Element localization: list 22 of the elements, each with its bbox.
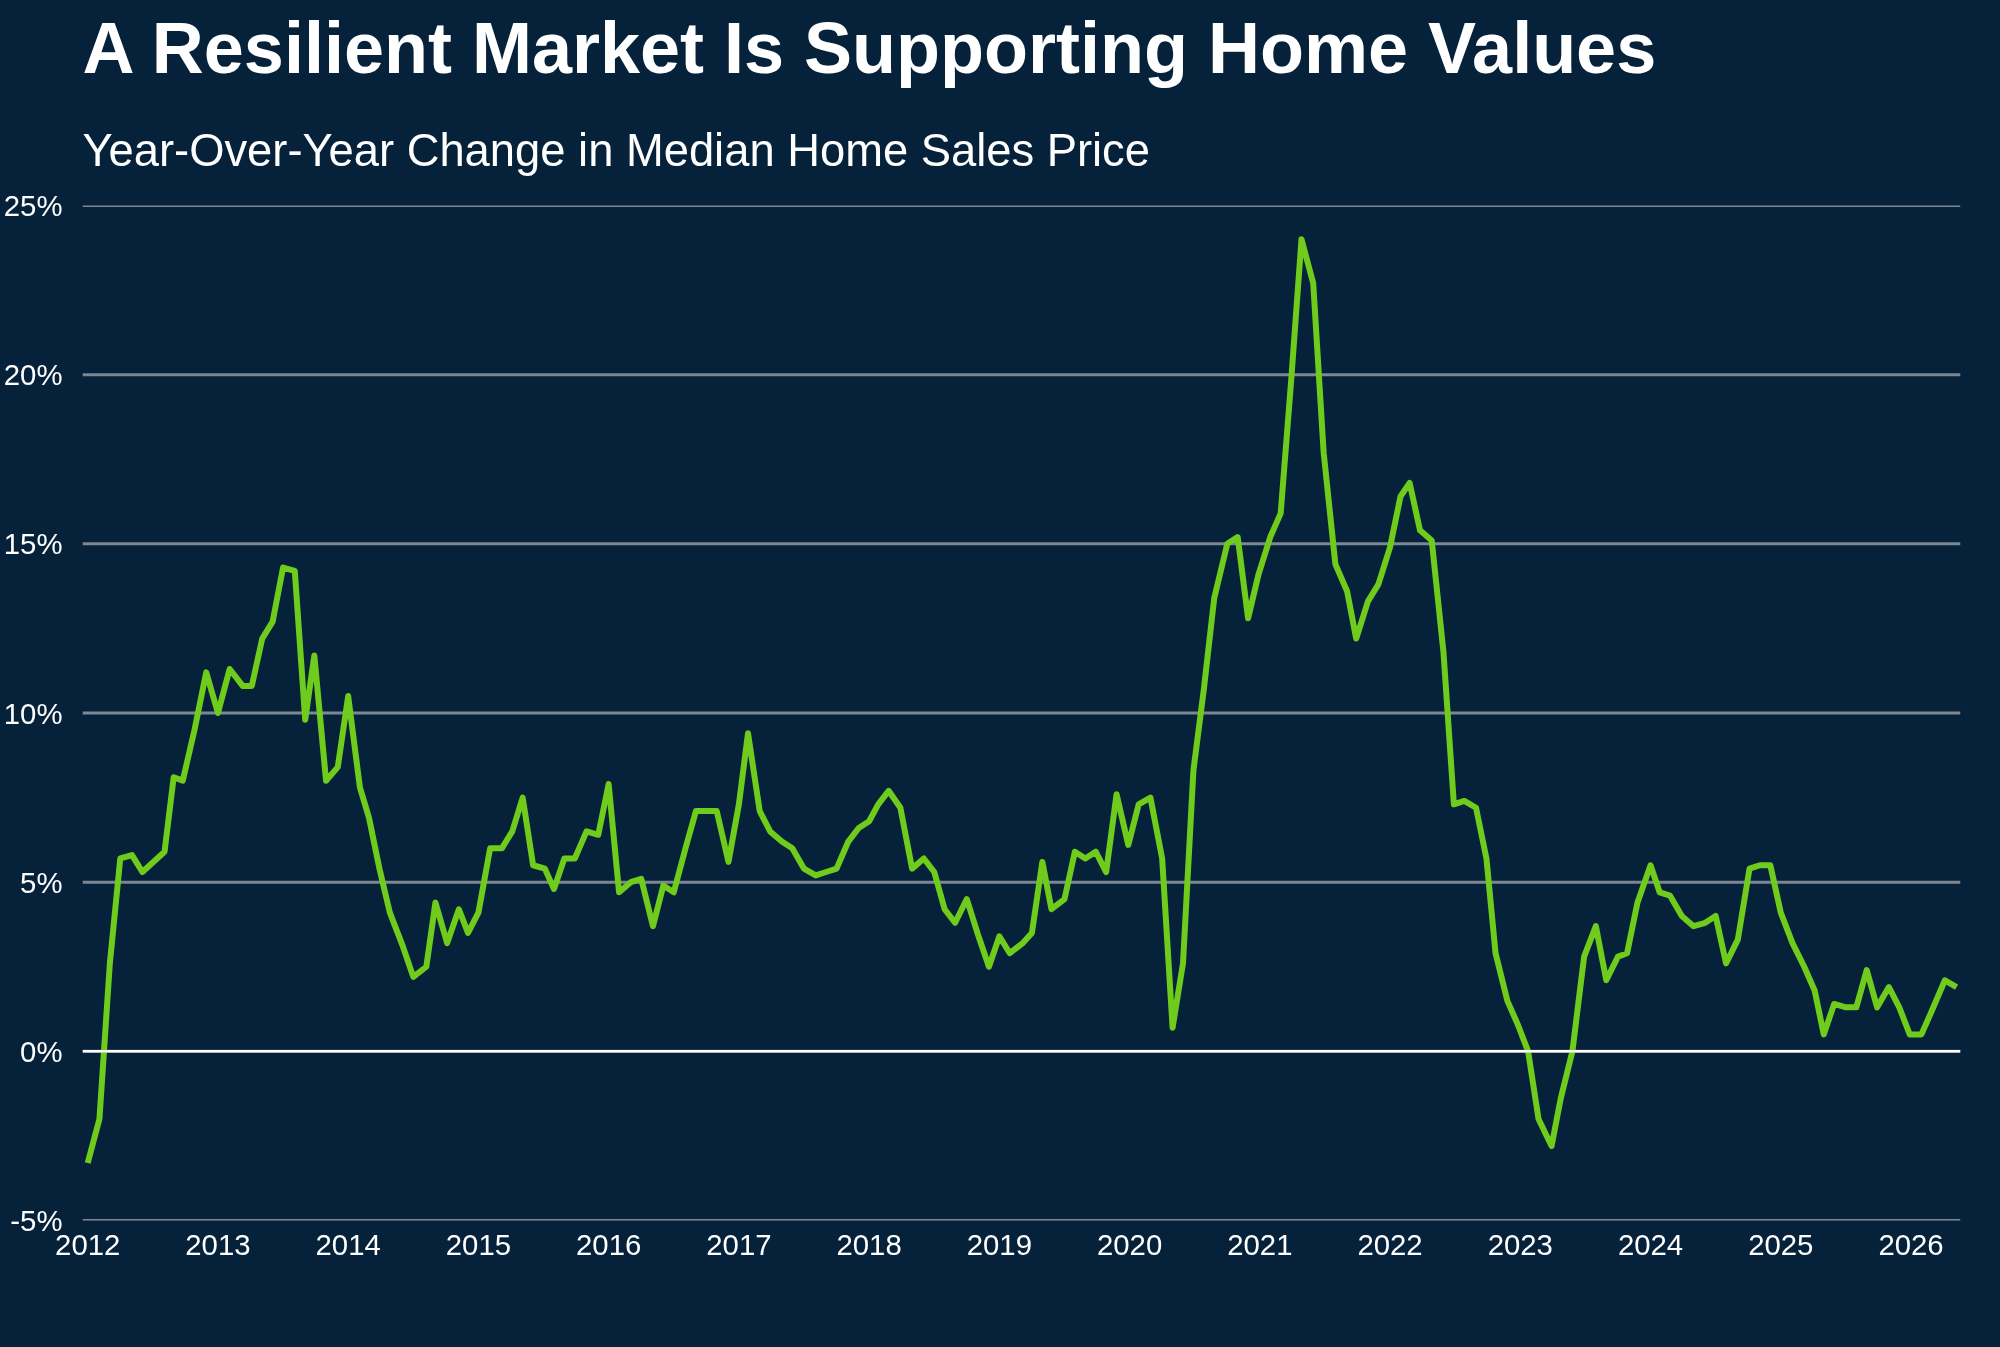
y-tick-label: 5% <box>20 865 63 899</box>
y-tick-label: 25% <box>3 189 63 222</box>
x-tick-label: 2018 <box>836 1227 902 1261</box>
x-tick-label: 2014 <box>315 1227 381 1261</box>
chart-title: A Resilient Market Is Supporting Home Values <box>82 7 1657 88</box>
x-tick-label: 2019 <box>966 1227 1032 1261</box>
x-tick-label: 2024 <box>1617 1227 1684 1261</box>
x-tick-label: 2016 <box>576 1227 642 1261</box>
y-tick-label: 20% <box>3 358 63 392</box>
chart-subtitle: Year-Over-Year Change in Median Home Sales Price <box>82 124 1150 176</box>
x-tick-label: 2025 <box>1748 1227 1814 1261</box>
x-tick-label: 2022 <box>1357 1227 1423 1261</box>
x-tick-label: 2020 <box>1096 1227 1163 1261</box>
x-tick-label: 2026 <box>1878 1227 1944 1261</box>
x-tick-label: 2021 <box>1227 1227 1293 1261</box>
x-tick-label: 2013 <box>185 1227 251 1261</box>
x-tick-label: 2017 <box>706 1227 772 1261</box>
x-tick-label: 2015 <box>445 1227 512 1261</box>
y-tick-label: 10% <box>3 696 63 730</box>
x-tick-label: 2023 <box>1487 1227 1553 1261</box>
y-tick-label: 0% <box>20 1034 63 1068</box>
y-tick-label: 15% <box>3 527 63 561</box>
